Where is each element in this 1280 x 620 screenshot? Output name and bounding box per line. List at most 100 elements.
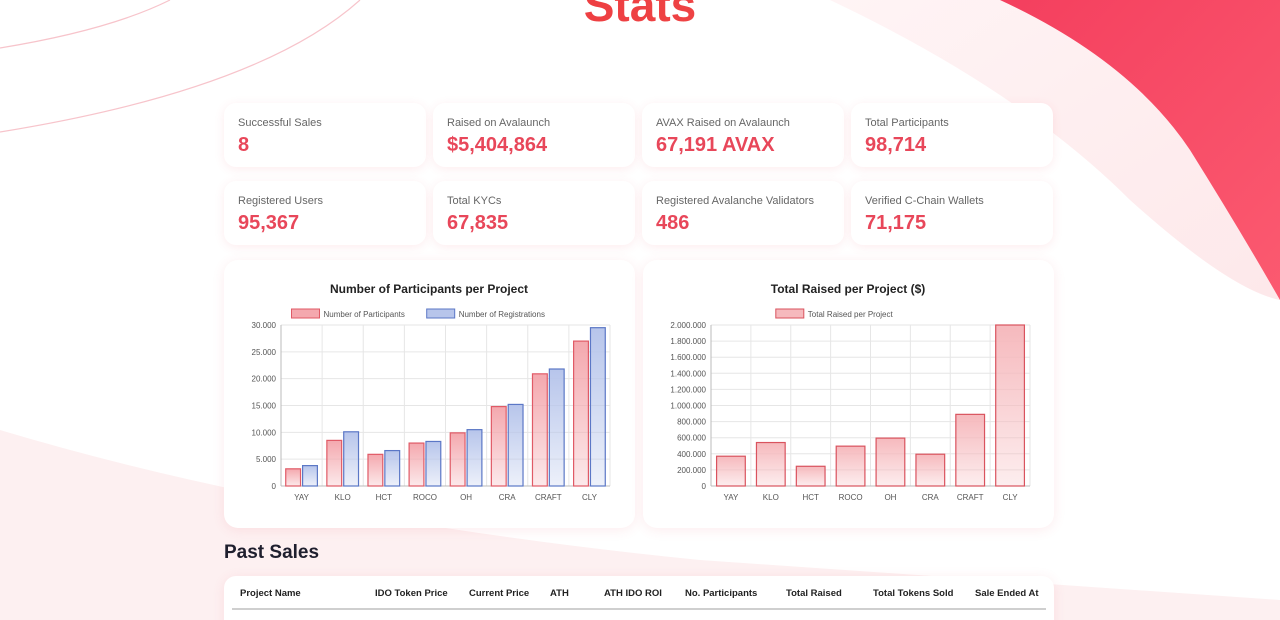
stat-card-c-chain-wallets: Verified C-Chain Wallets 71,175 [851,181,1053,245]
chart-title: Total Raised per Project ($) [771,282,925,296]
y-tick-label: 0 [702,482,707,491]
legend-label: Number of Registrations [459,310,545,319]
stat-label: Successful Sales [238,117,322,129]
past-sales-title: Past Sales [224,542,320,563]
column-header-ath-ido-roi[interactable]: ATH IDO ROI [604,588,662,599]
x-tick-label: CLY [1003,493,1019,502]
x-tick-label: KLO [763,493,779,502]
stat-value: 486 [656,212,690,234]
stat-value: 95,367 [238,212,300,234]
bar-yay [715,455,746,487]
bar-cra [490,405,507,487]
column-header-ido-token-price[interactable]: IDO Token Price [375,588,448,599]
stat-value: 67,191 AVAX [656,134,775,156]
x-tick-label: CRAFT [535,493,562,502]
bar-craft [955,413,986,487]
y-tick-label: 1.600.000 [670,353,706,362]
y-tick-label: 0 [272,482,277,491]
x-tick-label: OH [460,493,472,502]
y-tick-label: 600.000 [677,434,706,443]
stat-card-avax-raised: AVAX Raised on Avalaunch 67,191 AVAX [642,103,844,167]
column-header-tokens-sold[interactable]: Total Tokens Sold [873,588,954,599]
page-title: Stats [0,0,1280,32]
column-header-current-price[interactable]: Current Price [469,588,530,599]
raised-chart-card: Total Raised per Project ($) Total Raised… [643,260,1054,528]
stat-card-validators: Registered Avalanche Validators 486 [642,181,844,245]
column-header-sale-ended[interactable]: Sale Ended At [975,588,1039,599]
x-tick-label: KLO [335,493,351,502]
bar-hct [384,449,401,487]
bar-hct [367,453,384,487]
bar-roco [408,442,425,487]
bar-yay [301,465,318,487]
y-tick-label: 800.000 [677,418,706,427]
table-header-divider [232,608,1046,610]
column-header-participants[interactable]: No. Participants [685,588,758,599]
bar-hct [795,465,826,487]
bar-cra [507,403,524,487]
bar-klo [326,439,343,487]
legend-label: Total Raised per Project [808,310,894,319]
y-tick-label: 400.000 [677,450,706,459]
stat-card-successful-sales: Successful Sales 8 [224,103,426,167]
stat-value: 71,175 [865,212,927,234]
stat-value: 8 [238,134,250,156]
stat-card-registered-users: Registered Users 95,367 [224,181,426,245]
bar-klo [755,441,786,487]
x-tick-label: OH [884,493,896,502]
stat-value: 67,835 [447,212,509,234]
x-tick-label: HCT [376,493,393,502]
stat-label: AVAX Raised on Avalaunch [656,117,790,129]
column-header-ath[interactable]: ATH [550,588,569,599]
column-header-total-raised[interactable]: Total Raised [786,588,842,599]
bar-craft [548,368,565,487]
x-tick-label: HCT [802,493,819,502]
y-tick-label: 1.400.000 [670,369,706,378]
stat-label: Total KYCs [447,195,502,207]
y-tick-label: 10.000 [252,428,277,437]
stat-card-raised: Raised on Avalaunch $5,404,864 [433,103,635,167]
stat-label: Registered Users [238,195,323,207]
x-tick-label: YAY [294,493,309,502]
stat-card-total-kycs: Total KYCs 67,835 [433,181,635,245]
stat-value: 98,714 [865,134,927,156]
y-tick-label: 1.000.000 [670,402,706,411]
chart-title: Number of Participants per Project [330,282,528,296]
stat-label: Raised on Avalaunch [447,117,551,129]
past-sales-table: Project Name IDO Token Price Current Pri… [224,576,1054,620]
stat-label: Verified C-Chain Wallets [865,195,984,207]
stat-label: Registered Avalanche Validators [656,195,814,207]
x-tick-label: CRA [922,493,940,502]
bar-oh [466,429,483,487]
stat-value: $5,404,864 [447,134,548,156]
bar-cly [995,324,1026,487]
y-tick-label: 15.000 [252,402,277,411]
y-tick-label: 200.000 [677,466,706,475]
y-tick-label: 1.800.000 [670,337,706,346]
legend-swatch [426,308,456,319]
x-tick-label: YAY [724,493,739,502]
legend-swatch [291,308,320,319]
y-tick-label: 1.200.000 [670,385,706,394]
bar-oh [449,432,466,487]
legend-swatch [775,308,805,319]
legend-label: Number of Participants [324,310,405,319]
x-tick-label: CRAFT [957,493,984,502]
y-tick-label: 5.000 [256,455,277,464]
participants-chart: Number of Participants per Project Number… [252,282,611,502]
bar-cly [589,327,606,487]
bar-cra [915,453,946,487]
raised-chart: Total Raised per Project ($) Total Raised… [670,282,1031,502]
bar-oh [875,437,906,487]
bar-klo [343,431,360,487]
bar-roco [835,445,866,487]
y-tick-label: 25.000 [252,348,277,357]
bar-cly [573,340,590,487]
bar-roco [425,440,442,487]
column-header-project-name[interactable]: Project Name [240,588,301,599]
stat-label: Total Participants [865,117,949,129]
stat-card-total-participants: Total Participants 98,714 [851,103,1053,167]
x-tick-label: CRA [499,493,517,502]
bar-craft [531,373,548,487]
